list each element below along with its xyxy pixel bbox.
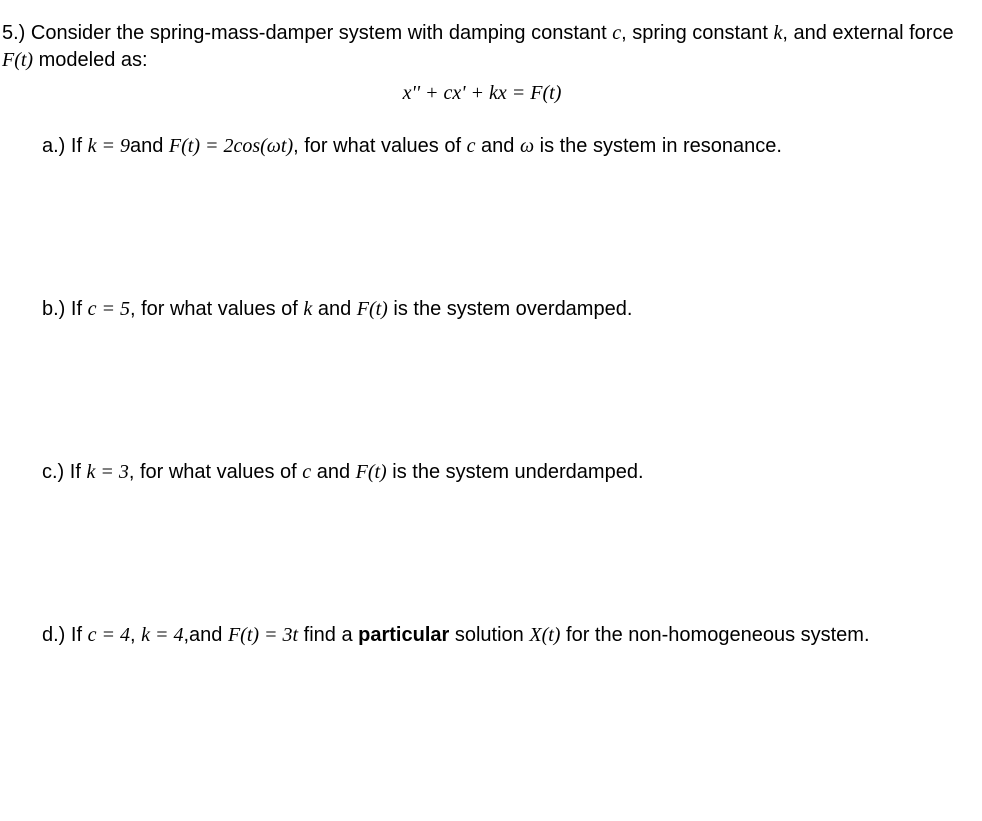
part-text: for the non-homogeneous system.	[560, 624, 869, 646]
var: X(t)	[529, 624, 560, 646]
part-d: d.) If c = 4, k = 4,and F(t) = 3t find a…	[42, 624, 962, 647]
part-text: If	[64, 461, 86, 483]
part-text: If	[65, 298, 87, 320]
part-text: is the system underdamped.	[387, 461, 644, 483]
part-text: ,	[130, 624, 141, 646]
var-Ft: F(t)	[2, 49, 33, 71]
cond: k = 9	[88, 135, 130, 157]
bold-word: particular	[358, 624, 449, 646]
cond: k = 3	[86, 461, 128, 483]
part-text: , for what values of	[293, 135, 466, 157]
cond: c = 4	[88, 624, 130, 646]
cond: c = 5	[88, 298, 130, 320]
var: c	[302, 461, 311, 483]
cond: F(t) = 3t	[228, 624, 298, 646]
part-label: c.)	[42, 461, 64, 483]
stem-text: Consider the spring-mass-damper system w…	[31, 22, 612, 44]
problem-stem: 5.) Consider the spring-mass-damper syst…	[2, 20, 962, 74]
part-label: a.)	[42, 135, 65, 157]
cond: k = 4	[141, 624, 183, 646]
part-text: If	[65, 624, 87, 646]
part-c: c.) If k = 3, for what values of c and F…	[42, 461, 962, 484]
var: F(t)	[356, 461, 387, 483]
part-text: find a	[298, 624, 358, 646]
part-label: d.)	[42, 624, 65, 646]
part-text: is the system in resonance.	[534, 135, 782, 157]
part-text: is the system overdamped.	[388, 298, 633, 320]
part-text: ,and	[183, 624, 227, 646]
stem-text: , spring constant	[621, 22, 773, 44]
part-text: solution	[449, 624, 529, 646]
part-a: a.) If k = 9and F(t) = 2cos(ωt), for wha…	[42, 135, 962, 158]
part-text: and	[130, 135, 169, 157]
stem-text: modeled as:	[33, 49, 148, 71]
cond: F(t) = 2cos(ωt)	[169, 135, 293, 157]
part-label: b.)	[42, 298, 65, 320]
part-text: and	[312, 298, 356, 320]
part-text: If	[65, 135, 87, 157]
var: k	[303, 298, 312, 320]
problem-page: 5.) Consider the spring-mass-damper syst…	[0, 0, 982, 667]
main-equation: x'' + cx' + kx = F(t)	[2, 82, 962, 105]
part-b: b.) If c = 5, for what values of k and F…	[42, 298, 962, 321]
equation-text: x'' + cx' + kx = F(t)	[403, 82, 562, 104]
part-text: , for what values of	[130, 298, 303, 320]
problem-number: 5.)	[2, 22, 25, 44]
var: F(t)	[357, 298, 388, 320]
part-text: and	[475, 135, 519, 157]
var-c: c	[612, 22, 621, 44]
stem-text: , and external force	[782, 22, 953, 44]
var: ω	[520, 135, 534, 157]
part-text: and	[311, 461, 355, 483]
part-text: , for what values of	[129, 461, 302, 483]
